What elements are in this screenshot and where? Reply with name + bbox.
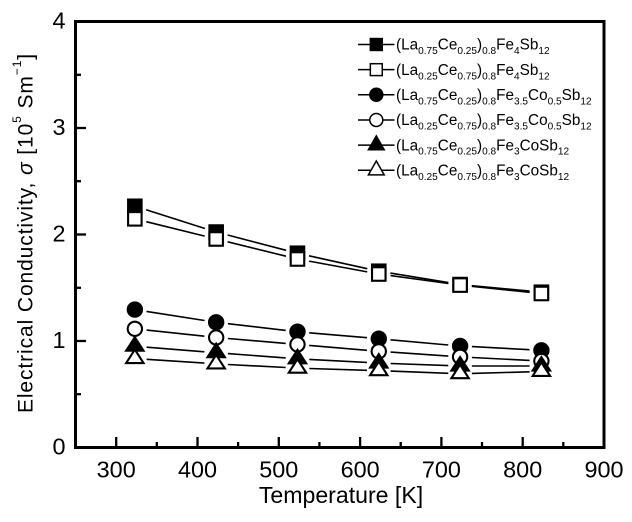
svg-text:(La0.25Ce0.75)0.8Fe3.5Co0.5Sb1: (La0.25Ce0.75)0.8Fe3.5Co0.5Sb12 <box>396 112 592 132</box>
svg-text:(La0.75Ce0.25)0.8Fe3CoSb12: (La0.75Ce0.25)0.8Fe3CoSb12 <box>396 137 570 157</box>
svg-text:Temperature [K]: Temperature [K] <box>259 482 423 508</box>
svg-text:600: 600 <box>341 457 380 483</box>
svg-text:1: 1 <box>52 327 65 353</box>
svg-text:Electrical Conductivity, σ [10: Electrical Conductivity, σ [105 Sm−1] <box>10 53 38 413</box>
svg-text:400: 400 <box>178 457 217 483</box>
svg-text:4: 4 <box>52 8 65 34</box>
svg-text:2: 2 <box>52 221 65 247</box>
svg-text:(La0.25Ce0.75)0.8Fe4Sb12: (La0.25Ce0.75)0.8Fe4Sb12 <box>396 62 550 82</box>
svg-text:700: 700 <box>422 457 461 483</box>
svg-text:500: 500 <box>259 457 298 483</box>
svg-text:(La0.25Ce0.75)0.8Fe3CoSb12: (La0.25Ce0.75)0.8Fe3CoSb12 <box>396 162 570 182</box>
svg-text:(La0.75Ce0.25)0.8Fe4Sb12: (La0.75Ce0.25)0.8Fe4Sb12 <box>396 37 550 57</box>
svg-text:300: 300 <box>97 457 136 483</box>
svg-text:900: 900 <box>584 457 623 483</box>
svg-text:(La0.75Ce0.25)0.8Fe3.5Co0.5Sb1: (La0.75Ce0.25)0.8Fe3.5Co0.5Sb12 <box>396 87 592 107</box>
svg-text:3: 3 <box>52 114 65 140</box>
svg-text:800: 800 <box>503 457 542 483</box>
svg-text:0: 0 <box>52 434 65 460</box>
